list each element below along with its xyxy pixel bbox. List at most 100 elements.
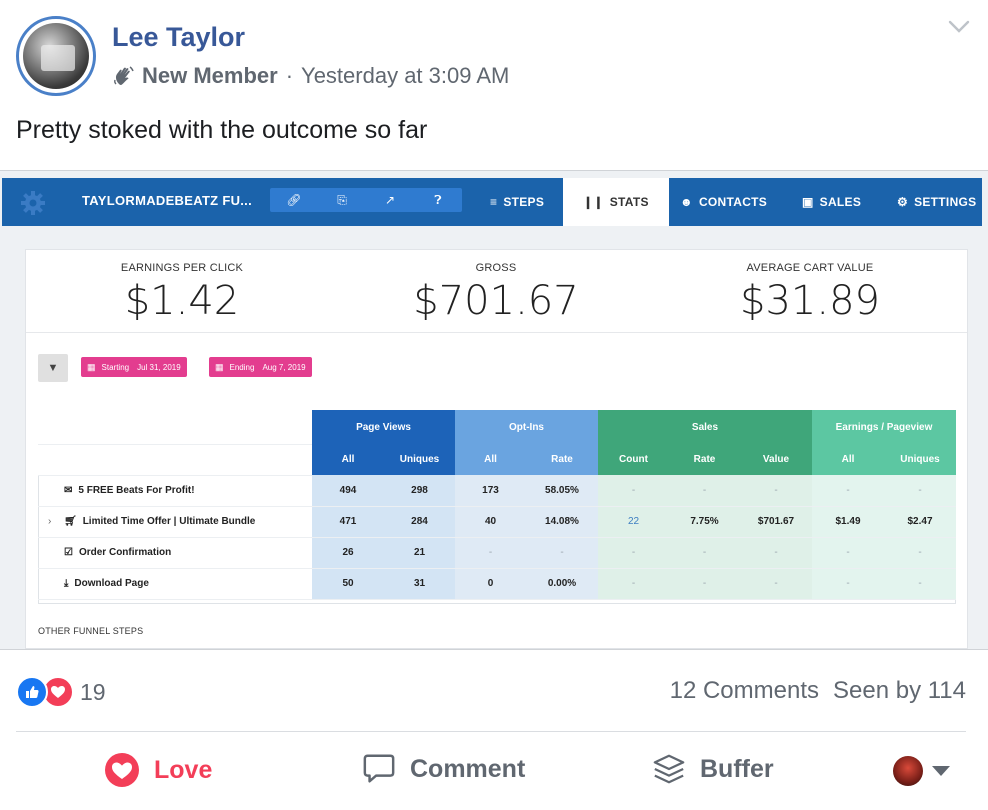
seen-by-count[interactable]: Seen by 114 xyxy=(833,677,966,704)
col-oi-rate[interactable]: Rate xyxy=(526,444,598,475)
table-row[interactable]: ☑ Order Confirmation 26 21 - - - - - - - xyxy=(38,537,956,569)
table-row[interactable]: ⤓ Download Page 50 31 0 0.00% - - - - - xyxy=(38,568,956,600)
cell-ep-uniques: - xyxy=(884,537,956,569)
cell-sa-rate: 7.75% xyxy=(669,506,740,538)
filter-button[interactable]: ▼ xyxy=(38,354,68,382)
cell-sa-count: - xyxy=(598,568,669,600)
tab-stats[interactable]: ❙❙ STATS xyxy=(563,178,669,226)
cell-sa-value: - xyxy=(740,537,812,569)
header-blank xyxy=(38,444,312,476)
bar-chart-icon: ❙❙ xyxy=(583,195,604,209)
end-date-filter[interactable]: ▦ Ending Aug 7, 2019 xyxy=(209,357,312,377)
col-oi-all[interactable]: All xyxy=(455,444,526,475)
comments-count[interactable]: 12 Comments xyxy=(669,677,819,704)
col-sa-value[interactable]: Value xyxy=(740,444,812,475)
post-timestamp[interactable]: Yesterday at 3:09 AM xyxy=(301,63,510,88)
check-square-icon: ☑ xyxy=(64,547,73,558)
cell-sa-rate: - xyxy=(669,475,740,507)
post-image[interactable]: TAYLORMADEBEATZ FU... 🔗︎ ⎘ ↗ ❓︎ ≡ STEPS … xyxy=(0,170,988,650)
start-date-filter[interactable]: ▦ Starting Jul 31, 2019 xyxy=(81,357,187,377)
post-meta: New Member · Yesterday at 3:09 AM xyxy=(112,63,509,89)
kpi-epc-label: EARNINGS PER CLICK xyxy=(120,262,244,274)
buffer-label: Buffer xyxy=(700,754,774,783)
col-ep-all[interactable]: All xyxy=(812,444,884,475)
cell-ep-all: - xyxy=(812,475,884,507)
meta-separator: · xyxy=(285,63,294,88)
cell-ep-uniques: $2.47 xyxy=(884,506,956,538)
cell-oi-all: 40 xyxy=(455,506,526,538)
step-name-text: Download Page xyxy=(74,578,149,589)
link-icon[interactable]: 🔗︎ xyxy=(286,193,302,207)
cart-icon: 🛒︎ xyxy=(64,516,77,527)
other-funnel-steps-heading: OTHER FUNNEL STEPS xyxy=(38,626,144,636)
member-badge: New Member xyxy=(142,63,278,88)
layers-icon xyxy=(653,754,685,784)
col-pv-all[interactable]: All xyxy=(312,444,384,475)
chevron-down-icon[interactable] xyxy=(948,20,970,34)
download-icon: ⤓ xyxy=(64,578,69,589)
kpi-epc: EARNINGS PER CLICK $1.42 xyxy=(32,262,332,324)
author-name[interactable]: Lee Taylor xyxy=(112,22,246,52)
cell-oi-rate: 14.08% xyxy=(526,506,598,538)
kpi-gross: GROSS $701.67 xyxy=(346,262,646,324)
calendar-icon: ▦ xyxy=(215,361,224,372)
external-link-icon[interactable]: ↗ xyxy=(384,193,396,207)
table-row[interactable]: › 🛒︎ Limited Time Offer | Ultimate Bundle … xyxy=(38,506,956,538)
cell-ep-uniques: - xyxy=(884,568,956,600)
author-avatar[interactable] xyxy=(16,16,96,96)
kpi-acv-value: $31.89 xyxy=(740,278,880,324)
cell-sa-rate: - xyxy=(669,568,740,600)
money-icon: ▣ xyxy=(802,195,814,209)
cell-oi-rate: - xyxy=(526,537,598,569)
col-sa-rate[interactable]: Rate xyxy=(669,444,740,475)
step-name: ⤓ Download Page xyxy=(38,568,312,600)
cell-sa-count: - xyxy=(598,475,669,507)
actor-avatar[interactable] xyxy=(893,756,923,786)
tab-stats-label: STATS xyxy=(609,195,649,209)
step-name: › 🛒︎ Limited Time Offer | Ultimate Bundle xyxy=(38,506,312,538)
post-text: Pretty stoked with the outcome so far xyxy=(16,116,428,144)
copy-icon[interactable]: ⎘ xyxy=(337,192,347,207)
cell-sa-value: - xyxy=(740,568,812,600)
buffer-button[interactable]: Buffer xyxy=(652,752,774,786)
start-date-value: Jul 31, 2019 xyxy=(137,362,181,372)
step-name: ✉ 5 FREE Beats For Profit! xyxy=(38,475,312,507)
cog-icon: ⚙ xyxy=(897,195,909,209)
cell-sa-count[interactable]: 22 xyxy=(598,506,669,538)
avatar-photo xyxy=(23,23,89,89)
divider xyxy=(26,332,967,333)
love-button[interactable]: Love xyxy=(104,752,212,788)
help-icon[interactable]: ❓︎ xyxy=(434,192,442,207)
cell-ep-all: - xyxy=(812,568,884,600)
col-ep-uniques[interactable]: Uniques xyxy=(884,444,956,475)
cell-pv-all: 471 xyxy=(312,506,384,538)
filter-icon: ▼ xyxy=(47,362,59,374)
col-pv-uniques[interactable]: Uniques xyxy=(384,444,455,475)
comment-label: Comment xyxy=(410,754,526,783)
funnel-name[interactable]: TAYLORMADEBEATZ FU... xyxy=(82,193,252,208)
caret-down-icon[interactable] xyxy=(932,766,950,776)
kpi-acv-label: AVERAGE CART VALUE xyxy=(746,262,874,274)
table-row[interactable]: ✉ 5 FREE Beats For Profit! 494 298 173 58… xyxy=(38,475,956,507)
tab-contacts[interactable]: ☻ CONTACTS xyxy=(680,178,767,226)
gear-icon[interactable] xyxy=(20,190,46,216)
col-sa-count[interactable]: Count xyxy=(598,444,669,475)
comment-button[interactable]: Comment xyxy=(362,752,525,786)
cell-pv-all: 50 xyxy=(312,568,384,600)
step-name-text: Limited Time Offer | Ultimate Bundle xyxy=(82,516,256,527)
waving-hand-icon xyxy=(114,66,134,85)
tab-steps[interactable]: ≡ STEPS xyxy=(490,178,544,226)
reaction-summary[interactable]: 19 xyxy=(16,676,106,708)
cell-ep-all: $1.49 xyxy=(812,506,884,538)
expand-caret-icon[interactable]: › xyxy=(48,516,52,527)
tab-sales[interactable]: ▣ SALES xyxy=(802,178,861,226)
step-name: ☑ Order Confirmation xyxy=(38,537,312,569)
funnel-toolbar: 🔗︎ ⎘ ↗ ❓︎ xyxy=(270,188,462,212)
cell-oi-all: 173 xyxy=(455,475,526,507)
tab-settings[interactable]: ⚙ SETTINGS xyxy=(897,178,976,226)
list-icon: ≡ xyxy=(490,195,498,209)
tab-contacts-label: CONTACTS xyxy=(698,195,768,209)
group-opt-ins: Opt-Ins xyxy=(455,410,598,444)
group-earnings: Earnings / Pageview xyxy=(812,410,956,444)
cell-pv-all: 26 xyxy=(312,537,384,569)
